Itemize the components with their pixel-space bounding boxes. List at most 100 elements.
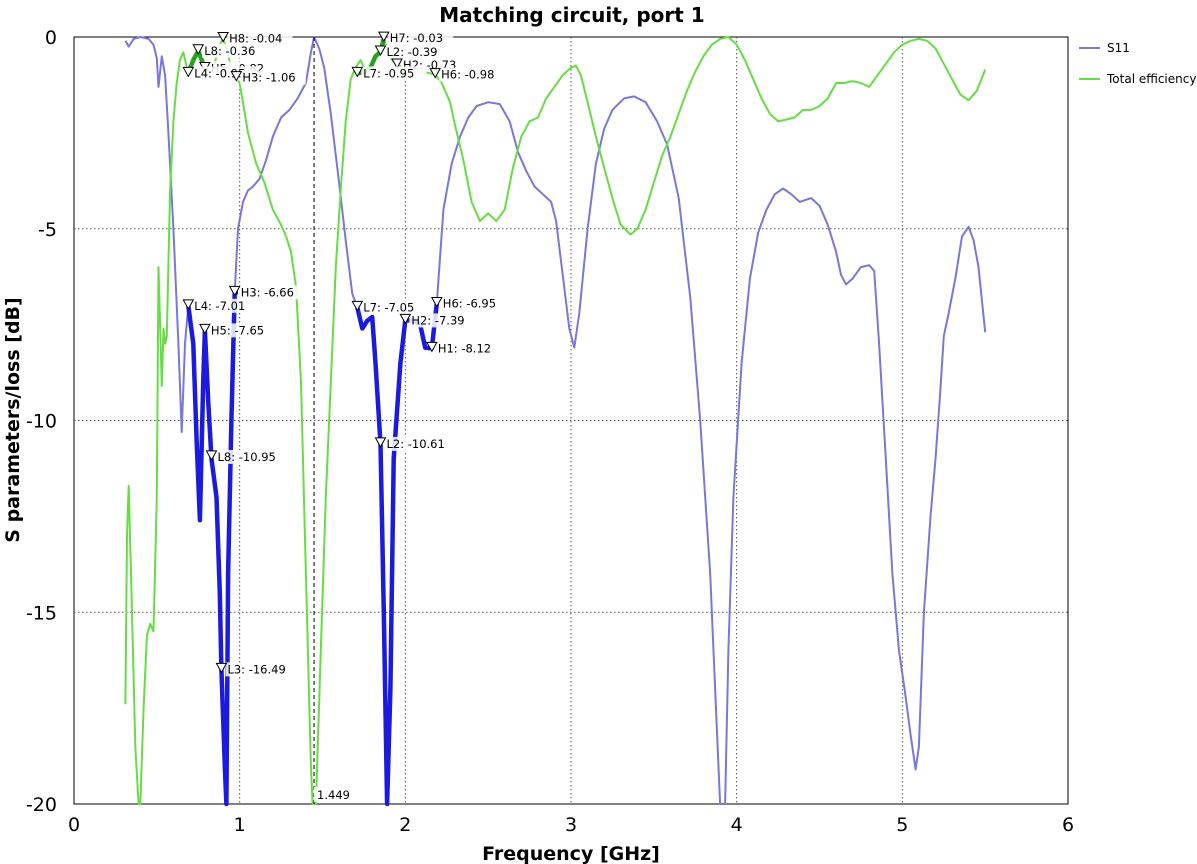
marker-label: L3: -16.49 xyxy=(227,662,285,676)
marker[interactable]: L8: -0.36 xyxy=(192,43,268,58)
marker-label: H7: -0.03 xyxy=(390,31,443,45)
chart-title: Matching circuit, port 1 xyxy=(439,3,704,27)
marker[interactable]: H3: -6.66 xyxy=(228,285,305,300)
marker-triangle-icon xyxy=(182,66,195,78)
marker-triangle-icon xyxy=(430,297,443,308)
marker[interactable]: H6: -0.98 xyxy=(429,67,505,82)
marker-label: H6: -6.95 xyxy=(443,297,496,311)
x-tick-label: 5 xyxy=(896,814,908,836)
marker-triangle-icon xyxy=(230,71,243,82)
marker-label: L2: -0.39 xyxy=(386,45,437,59)
x-tick-label: 1 xyxy=(234,814,246,836)
marker-label-background xyxy=(208,323,275,338)
marker[interactable]: L3: -16.49 xyxy=(215,662,298,677)
frequency-cursor[interactable]: 1.449 xyxy=(313,37,357,804)
y-tick-label: -20 xyxy=(26,794,57,816)
marker-label: H3: -1.06 xyxy=(242,71,295,85)
legend-entry: Total efficiency xyxy=(1106,72,1196,86)
marker-triangle-icon xyxy=(192,44,205,55)
marker[interactable]: L2: -10.61 xyxy=(374,436,457,451)
x-tick-label: 2 xyxy=(399,814,411,836)
marker-label: L4: -7.01 xyxy=(194,299,245,313)
y-axis-label: S parameters/loss [dB] xyxy=(2,297,24,542)
marker-triangle-icon xyxy=(391,58,403,70)
marker[interactable]: L8: -10.95 xyxy=(205,449,288,464)
marker-label-background xyxy=(435,341,502,356)
y-tick-label: -5 xyxy=(38,219,57,241)
marker-label: L7: -0.95 xyxy=(363,66,414,80)
marker-label-background xyxy=(384,436,457,451)
marker-triangle-icon xyxy=(374,437,387,448)
x-tick-label: 6 xyxy=(1062,814,1074,836)
marker-triangle-icon xyxy=(182,299,195,310)
highlight-band-line xyxy=(186,290,238,807)
marker-label: L8: -0.36 xyxy=(204,44,255,58)
marker-label: H1: -8.12 xyxy=(438,341,491,355)
marker[interactable]: H1: -8.12 xyxy=(425,341,502,356)
legend: S11 Total efficiency xyxy=(1079,41,1196,86)
legend-entry: S11 xyxy=(1107,41,1130,55)
marker-triangle-icon xyxy=(351,300,364,312)
cursor-label-background xyxy=(314,787,357,802)
marker[interactable]: H5: -7.65 xyxy=(199,323,275,338)
marker-triangle-icon xyxy=(399,313,412,325)
y-tick-label: 0 xyxy=(45,27,57,49)
x-tick-label: 4 xyxy=(731,814,743,836)
marker-label-background xyxy=(361,66,427,81)
marker[interactable]: L2: -0.39 xyxy=(374,44,450,59)
marker-triangle-icon xyxy=(205,450,218,461)
marker-label-background xyxy=(384,44,450,59)
marker[interactable]: L7: -7.05 xyxy=(351,300,427,315)
marker-label: H8: -0.04 xyxy=(229,32,282,46)
marker-label: H2: -7.39 xyxy=(411,313,464,327)
marker-triangle-icon xyxy=(215,662,228,674)
marker[interactable]: H7: -0.03 xyxy=(377,31,454,46)
cursor-label: 1.449 xyxy=(317,788,350,802)
marker-triangle-icon xyxy=(377,31,390,43)
marker-triangle-icon xyxy=(374,45,387,56)
marker-label-background xyxy=(440,296,507,311)
y-tick-label: -15 xyxy=(26,602,57,624)
marker-label: H5: -7.65 xyxy=(211,323,264,337)
marker-triangle-icon xyxy=(429,68,442,79)
marker-label: H3: -6.66 xyxy=(241,285,294,299)
highlight-band-line xyxy=(355,303,440,807)
marker-label: L4: -0.95 xyxy=(194,66,245,80)
marker-label: L8: -10.95 xyxy=(218,450,276,464)
marker-triangle-icon xyxy=(217,32,229,43)
x-tick-labels: 0 1 2 3 4 5 6 xyxy=(68,814,1074,836)
marker-triangle-icon xyxy=(351,66,364,78)
marker[interactable]: H8: -0.04 xyxy=(217,31,293,46)
marker-triangle-icon xyxy=(425,341,438,353)
highlight-band-line xyxy=(186,48,208,75)
marker-label: L7: -7.05 xyxy=(363,300,414,314)
marker-triangle-icon xyxy=(199,323,211,335)
marker-label-background xyxy=(439,67,505,82)
marker-label-background xyxy=(409,313,475,328)
marker[interactable]: L7: -0.95 xyxy=(351,66,427,81)
marker-label-background xyxy=(238,285,305,300)
marker-label-background xyxy=(202,43,268,58)
y-tick-labels: 0 -5 -10 -15 -20 xyxy=(26,27,57,816)
y-tick-label: -10 xyxy=(26,411,57,433)
marker-label-background xyxy=(192,298,258,313)
grid xyxy=(74,37,1068,804)
marker-label: H6: -0.98 xyxy=(441,68,494,82)
marker[interactable]: H6: -6.95 xyxy=(430,296,507,311)
marker-label-background xyxy=(387,31,454,46)
marker-label-background xyxy=(225,662,298,677)
marker-label-background xyxy=(361,300,427,315)
x-axis-label: Frequency [GHz] xyxy=(482,843,660,864)
marker-label: L2: -10.61 xyxy=(386,437,444,451)
x-tick-label: 3 xyxy=(565,814,577,836)
marker-label-background xyxy=(240,70,306,85)
marker-triangle-icon xyxy=(228,285,241,297)
marker[interactable]: H2: -7.39 xyxy=(399,313,475,328)
marker[interactable]: L4: -7.01 xyxy=(182,298,258,313)
marker-label-background xyxy=(215,449,288,464)
marker-label-background xyxy=(227,31,293,46)
x-tick-label: 0 xyxy=(68,814,80,836)
marker[interactable]: H3: -1.06 xyxy=(230,70,306,85)
